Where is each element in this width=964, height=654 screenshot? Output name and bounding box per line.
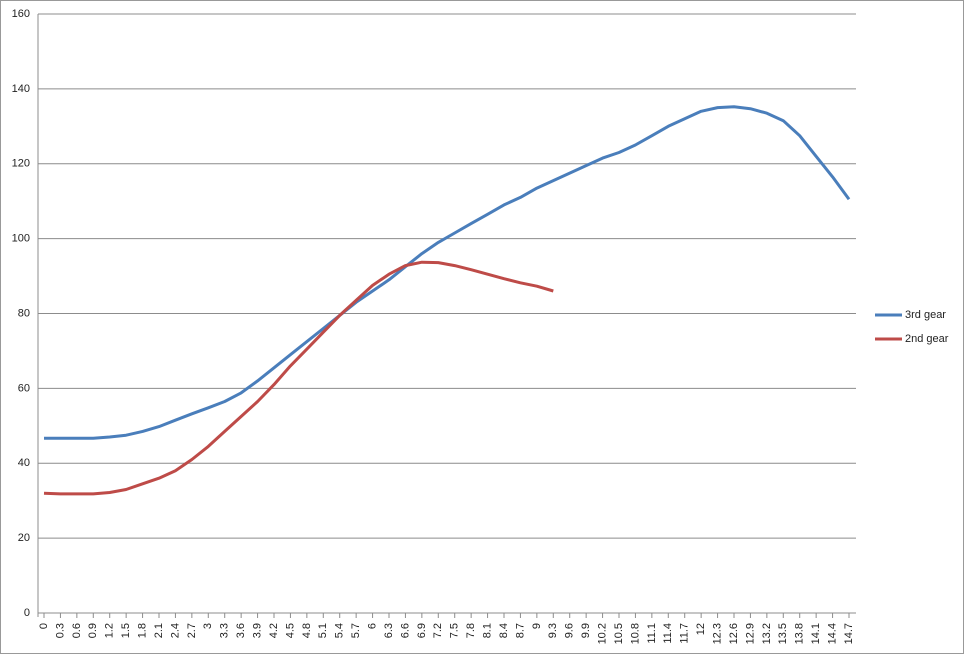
- series-line: [43, 260, 554, 496]
- x-tick-label: 14.1: [810, 623, 822, 644]
- x-tick-label: 9.3: [547, 623, 559, 638]
- x-tick-label: 0: [38, 623, 50, 629]
- x-tick-label: 5.4: [334, 623, 346, 638]
- x-tick-label: 6.6: [399, 623, 411, 638]
- x-tick-label: 1.2: [104, 623, 116, 638]
- x-tick-label: 7.8: [465, 623, 477, 638]
- x-tick-label: 13.5: [777, 623, 789, 644]
- x-tick-label: 6.3: [383, 623, 395, 638]
- x-tick-label: 3: [202, 623, 214, 629]
- x-tick-label: 4.2: [268, 623, 280, 638]
- x-tick-label: 12.6: [728, 623, 740, 644]
- x-tick-label: 6.9: [416, 623, 428, 638]
- series-line: [44, 105, 851, 440]
- x-tick-label: 8.1: [481, 623, 493, 638]
- y-tick-label: 100: [12, 233, 30, 245]
- y-tick-label: 120: [12, 158, 30, 170]
- x-tick-label: 2.4: [169, 623, 181, 638]
- y-tick-label: 80: [18, 307, 30, 319]
- x-tick-label: 0.9: [87, 623, 99, 638]
- x-tick-label: 6: [366, 623, 378, 629]
- legend-label: 2nd gear: [905, 333, 949, 345]
- x-tick-label: 14.4: [826, 623, 838, 644]
- x-tick-label: 3.3: [219, 623, 231, 638]
- x-tick-label: 10.2: [596, 623, 608, 644]
- x-tick-label: 5.1: [317, 623, 329, 638]
- x-tick-label: 11.4: [662, 623, 674, 644]
- x-tick-label: 12: [695, 623, 707, 635]
- y-tick-label: 60: [18, 382, 30, 394]
- x-tick-label: 7.2: [432, 623, 444, 638]
- x-tick-label: 3.6: [235, 623, 247, 638]
- x-tick-label: 0.6: [71, 623, 83, 638]
- x-tick-label: 14.7: [843, 623, 855, 644]
- x-tick-label: 9: [531, 623, 543, 629]
- x-tick-label: 1.5: [120, 623, 132, 638]
- y-tick-label: 40: [18, 457, 30, 469]
- x-tick-label: 11.7: [679, 623, 691, 644]
- x-tick-label: 9.6: [564, 623, 576, 638]
- x-tick-label: 10.5: [613, 623, 625, 644]
- x-tick-label: 8.4: [498, 623, 510, 638]
- x-tick-label: 1.8: [136, 623, 148, 638]
- x-tick-label: 4.5: [284, 623, 296, 638]
- x-tick-label: 8.7: [514, 623, 526, 638]
- x-tick-label: 2.7: [186, 623, 198, 638]
- x-tick-label: 12.9: [744, 623, 756, 644]
- x-tick-label: 12.3: [711, 623, 723, 644]
- x-tick-label: 0.3: [54, 623, 66, 638]
- x-tick-label: 13.8: [794, 623, 806, 644]
- x-tick-label: 7.5: [449, 623, 461, 638]
- x-tick-label: 2.1: [153, 623, 165, 638]
- legend-label: 3rd gear: [905, 309, 946, 321]
- x-tick-label: 10.8: [629, 623, 641, 644]
- x-tick-label: 13.2: [761, 623, 773, 644]
- x-tick-label: 4.8: [301, 623, 313, 638]
- x-tick-label: 3.9: [251, 623, 263, 638]
- x-tick-label: 5.7: [350, 623, 362, 638]
- y-tick-label: 0: [24, 607, 30, 619]
- y-tick-label: 140: [12, 83, 30, 95]
- y-tick-label: 20: [18, 532, 30, 544]
- y-tick-label: 160: [12, 8, 30, 20]
- x-tick-label: 9.9: [580, 623, 592, 638]
- x-tick-label: 11.1: [646, 623, 658, 644]
